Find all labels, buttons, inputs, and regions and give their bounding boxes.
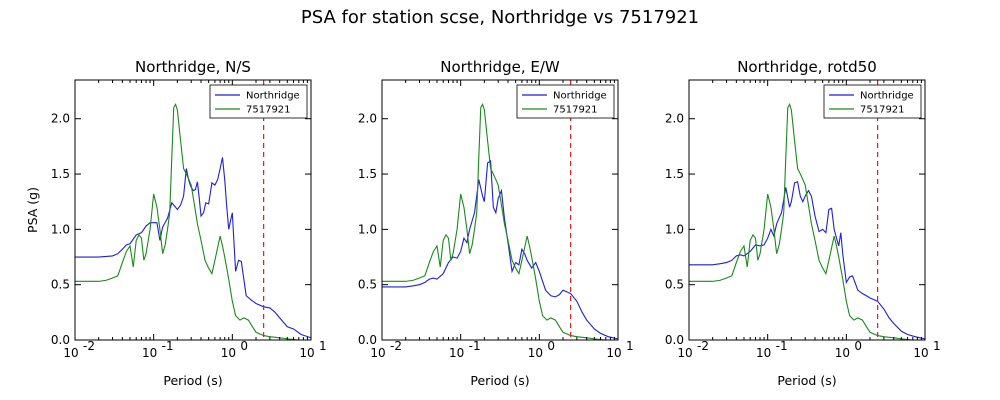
chart-panel-1: Northridge, N/S 10 -2 10 -1 10 0 10 1 0.0 0.5 1.0 1.… xyxy=(25,58,327,388)
x-tick-label: 10 xyxy=(835,346,850,360)
chart-panel-3: Northridge, rotd50 10 -2 10 -1 10 0 10 1 0.0 0.5 1.… xyxy=(665,58,941,388)
legend-box xyxy=(209,84,308,119)
x-axis-label: Period (s) xyxy=(777,373,836,388)
y-axis-label: PSA (g) xyxy=(25,187,40,233)
x-tick-label: 10 xyxy=(370,346,385,360)
x-tick-exponent: -2 xyxy=(390,339,402,353)
y-tick-label: 1.0 xyxy=(665,222,684,236)
x-tick-exponent: 1 xyxy=(933,339,941,353)
y-tick-label: 1.0 xyxy=(51,222,70,236)
y-tick-label: 1.0 xyxy=(358,222,377,236)
legend-label: 7517921 xyxy=(246,105,291,116)
y-tick-label: 2.0 xyxy=(358,112,377,126)
legend-label: 7517921 xyxy=(553,105,598,116)
y-tick-label: 1.5 xyxy=(358,167,377,181)
x-tick-label: 10 xyxy=(756,346,771,360)
plot-frame xyxy=(688,79,926,341)
x-tick-exponent: -1 xyxy=(162,339,174,353)
y-tick-label: 0.5 xyxy=(358,278,377,292)
x-tick-exponent: -1 xyxy=(776,339,788,353)
series-line-7517921 xyxy=(75,102,311,340)
y-tick-label: 1.5 xyxy=(665,167,684,181)
x-tick-exponent: -2 xyxy=(697,339,709,353)
legend-label: Northridge xyxy=(553,91,607,102)
legend-label: 7517921 xyxy=(860,105,905,116)
panel-title: Northridge, E/W xyxy=(440,58,560,76)
x-tick-label: 10 xyxy=(221,346,236,360)
x-tick-label: 10 xyxy=(449,346,464,360)
legend: Northridge 7517921 xyxy=(823,84,922,119)
y-tick-label: 1.5 xyxy=(51,167,70,181)
x-tick-label: 10 xyxy=(677,346,692,360)
panel-title: Northridge, rotd50 xyxy=(737,58,877,76)
x-tick-label: 10 xyxy=(528,346,543,360)
legend: Northridge 7517921 xyxy=(209,84,308,119)
plot-frame xyxy=(74,79,312,341)
series-line-7517921 xyxy=(689,102,925,340)
legend-box xyxy=(516,84,615,119)
x-tick-exponent: 1 xyxy=(626,339,634,353)
figure-title: PSA for station scse, Northridge vs 7517… xyxy=(301,7,699,28)
x-tick-exponent: 1 xyxy=(319,339,327,353)
panel-title: Northridge, N/S xyxy=(135,58,251,76)
x-tick-label: 10 xyxy=(142,346,157,360)
legend-label: Northridge xyxy=(246,91,300,102)
x-tick-label: 10 xyxy=(913,346,928,360)
y-tick-label: 0.0 xyxy=(51,333,70,347)
x-tick-exponent: -2 xyxy=(83,339,95,353)
y-tick-label: 0.5 xyxy=(51,278,70,292)
x-tick-exponent: 0 xyxy=(547,339,555,353)
x-tick-label: 10 xyxy=(63,346,78,360)
y-tick-label: 0.5 xyxy=(665,278,684,292)
legend-label: Northridge xyxy=(860,91,914,102)
series-line-northridge xyxy=(689,181,925,340)
legend-box xyxy=(823,84,922,119)
x-axis-label: Period (s) xyxy=(470,373,529,388)
series-line-northridge xyxy=(75,157,311,339)
x-tick-label: 10 xyxy=(299,346,314,360)
legend: Northridge 7517921 xyxy=(516,84,615,119)
y-tick-label: 0.0 xyxy=(358,333,377,347)
series-line-7517921 xyxy=(382,102,618,340)
x-axis-label: Period (s) xyxy=(163,373,222,388)
y-tick-label: 2.0 xyxy=(51,112,70,126)
y-tick-label: 2.0 xyxy=(665,112,684,126)
x-tick-exponent: 0 xyxy=(240,339,248,353)
chart-panels: Northridge, N/S10 -2 10 -1 10 0 10 10.00.51.01.… xyxy=(25,58,941,388)
chart-panel-2: Northridge, E/W 10 -2 10 -1 10 0 10 1 0.0 0.5 1.0 1.… xyxy=(358,58,634,388)
x-tick-label: 10 xyxy=(606,346,621,360)
plot-frame xyxy=(381,79,619,341)
x-tick-exponent: -1 xyxy=(469,339,481,353)
y-tick-label: 0.0 xyxy=(665,333,684,347)
x-tick-exponent: 0 xyxy=(854,339,862,353)
